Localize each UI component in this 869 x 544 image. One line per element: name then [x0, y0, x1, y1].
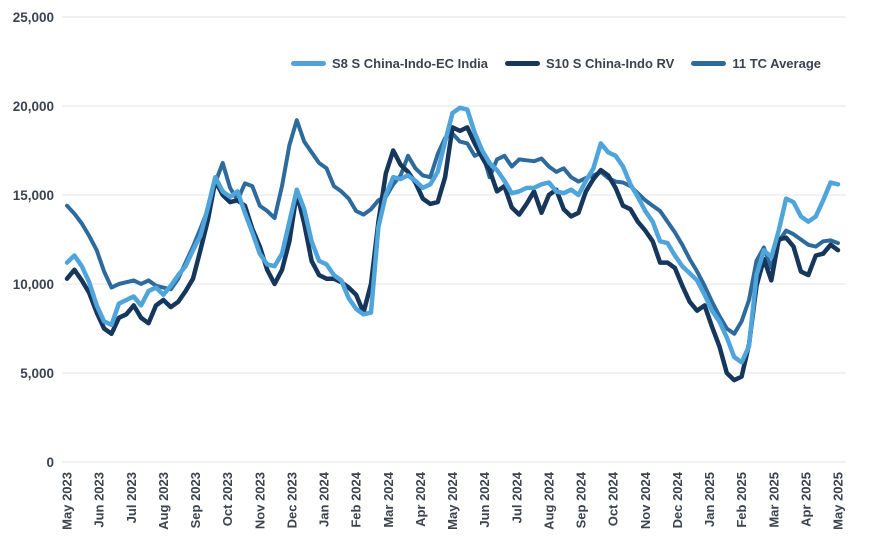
x-axis-tick-label: Mar 2025: [766, 472, 781, 528]
x-axis-tick-label: May 2023: [60, 472, 75, 530]
series-line-s8-s-china-indo-ec-india: [64, 105, 841, 365]
legend-swatch-s8: [291, 61, 326, 66]
x-axis-tick-label: Dec 2024: [670, 471, 685, 528]
legend-item-s10[interactable]: S10 S China-Indo RV: [505, 56, 674, 71]
x-axis-tick-label: Jul 2024: [509, 471, 524, 523]
x-axis-tick-label: Nov 2023: [252, 472, 267, 529]
x-axis-tick-label: Feb 2025: [734, 472, 749, 528]
y-axis-tick-label: 0: [46, 455, 54, 470]
x-axis-tick-label: Nov 2024: [638, 471, 653, 529]
x-axis-tick-label: Aug 2023: [156, 472, 171, 530]
legend-label-s8: S8 S China-Indo-EC India: [332, 56, 489, 71]
x-axis-tick-label: Mar 2024: [381, 471, 396, 527]
x-axis-tick-label: Feb 2024: [349, 471, 364, 527]
x-axis-tick-label: May 2024: [445, 471, 460, 530]
x-axis-tick-label: Dec 2023: [284, 472, 299, 528]
y-axis-tick-label: 20,000: [13, 99, 54, 114]
chart-legend: S8 S China-Indo-EC India S10 S China-Ind…: [291, 56, 821, 71]
x-axis-tick-label: Aug 2024: [541, 471, 556, 530]
x-axis-tick-label: May 2025: [831, 472, 846, 530]
x-axis-tick-label: Apr 2024: [413, 471, 428, 527]
x-axis-tick-label: Oct 2024: [606, 471, 621, 526]
y-axis-tick-label: 25,000: [13, 10, 54, 25]
legend-swatch-s10: [505, 61, 541, 66]
x-axis-tick-label: Jun 2023: [92, 472, 107, 528]
x-axis-tick-label: Jan 2025: [702, 472, 717, 527]
legend-swatch-11tc: [691, 61, 727, 66]
series-line-s10-s-china-indo-rv: [64, 125, 841, 383]
x-axis-tick-label: Sep 2023: [188, 472, 203, 528]
x-axis-tick-label: Jun 2024: [477, 471, 492, 527]
y-axis-tick-label: 15,000: [13, 188, 54, 203]
y-axis-tick-label: 5,000: [20, 366, 54, 381]
x-axis-tick-label: Jul 2023: [124, 472, 139, 523]
y-axis-tick-label: 10,000: [13, 277, 54, 292]
x-axis-tick-label: Apr 2025: [798, 472, 813, 527]
series-line-11-tc-average: [65, 118, 840, 336]
x-axis-tick-label: Oct 2023: [220, 472, 235, 526]
x-axis-tick-label: Sep 2024: [574, 471, 589, 528]
legend-label-s10: S10 S China-Indo RV: [546, 56, 675, 71]
legend-label-11tc: 11 TC Average: [732, 56, 821, 71]
x-axis-tick-label: Jan 2024: [317, 471, 332, 527]
legend-item-s8[interactable]: S8 S China-Indo-EC India: [291, 56, 488, 71]
legend-item-11tc[interactable]: 11 TC Average: [691, 56, 821, 71]
